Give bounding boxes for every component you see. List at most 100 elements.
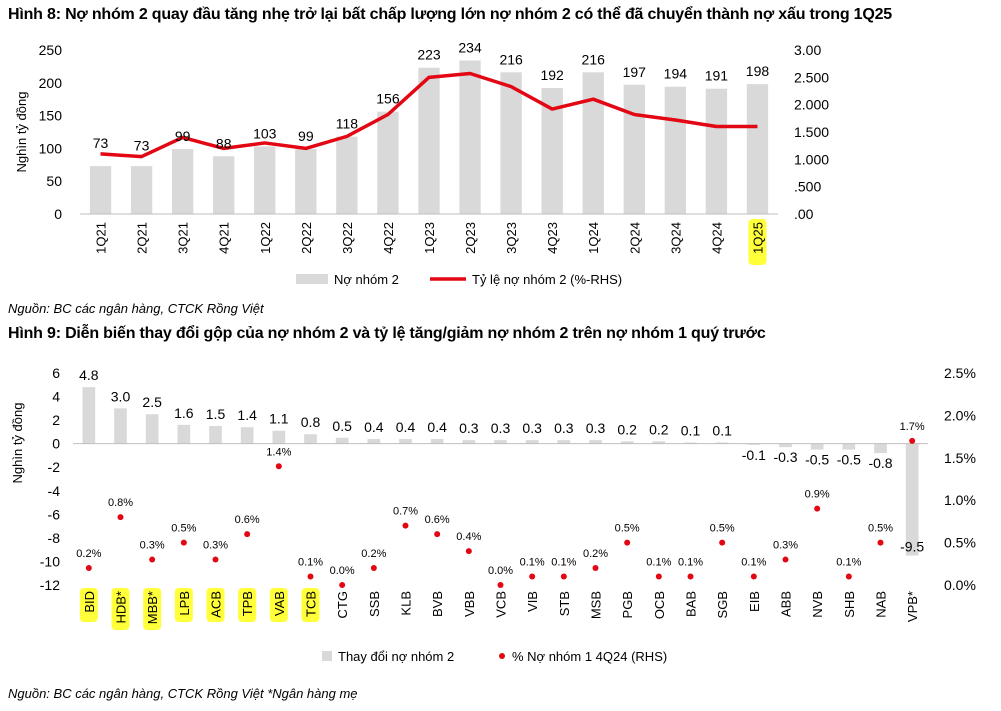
- fig9-bar-SSB: [367, 438, 381, 444]
- fig9-legend-dot-label: % Nợ nhóm 1 4Q24 (RHS): [512, 649, 667, 664]
- fig8-xtick-label: 4Q22: [381, 222, 396, 254]
- fig9-dot-label: 0.1%: [551, 557, 576, 569]
- fig9-title: Hình 9: Diễn biến thay đổi gộp của nợ nh…: [8, 325, 766, 342]
- fig8-bar-label: 118: [336, 116, 359, 132]
- fig9-bar-ABB: [779, 443, 792, 448]
- fig8-ytick-label: 50: [46, 173, 62, 189]
- fig8-ytick-label: 250: [39, 42, 63, 58]
- fig8-bar-label: 194: [664, 66, 688, 82]
- fig9-source: Nguồn: BC các ngân hàng, CTCK Rồng Việt …: [8, 686, 358, 701]
- fig9-bar-label: 0.4: [396, 419, 416, 435]
- fig9-xtick-label: MBB*: [145, 591, 160, 624]
- fig9-bar-VPB*: [905, 443, 919, 556]
- fig9-dot-HDB*: [117, 514, 124, 521]
- fig9-ytick-label: 4: [52, 389, 60, 405]
- fig9-bar-label: 0.2: [617, 421, 637, 437]
- fig9-xtick-label: CTG: [335, 591, 350, 618]
- fig9-highlight-mark: [174, 588, 193, 622]
- fig8-bar-3Q22: [336, 136, 358, 214]
- fig9-highlight-mark: [79, 588, 98, 622]
- fig9-dot-label: 0.9%: [805, 489, 830, 501]
- fig9-bar-label: 0.5: [332, 418, 352, 434]
- fig9-ytick-label: -12: [40, 577, 60, 593]
- fig8-xtick-label: 1Q21: [94, 222, 109, 254]
- fig9-dot-label: 0.3%: [203, 540, 228, 552]
- fig8-y2tick-label: 3.00: [794, 42, 821, 58]
- fig8-ytick-label: 0: [54, 206, 62, 222]
- fig9-legend-dot-swatch: [499, 653, 505, 659]
- fig8-bar-label: 103: [253, 125, 277, 141]
- fig8-bar-label: 216: [582, 51, 606, 67]
- fig8-source: Nguồn: BC các ngân hàng, CTCK Rồng Việt: [8, 301, 264, 316]
- fig8-y2tick-label: .500: [794, 179, 821, 195]
- fig9-xtick-label: ACB: [209, 591, 224, 618]
- fig9-bar-VCB: [494, 440, 507, 444]
- fig8-xtick-label: 1Q23: [422, 222, 437, 254]
- fig9-bar-label: 4.8: [79, 367, 99, 383]
- fig9-bar-ACB: [209, 426, 222, 444]
- fig9-xtick-label: PGB: [620, 591, 635, 618]
- fig9-dot-ABB: [782, 556, 789, 563]
- fig8-ytick-label: 200: [39, 75, 63, 91]
- fig9-bar-label: -0.8: [868, 455, 892, 471]
- fig9-ytick-label: -2: [48, 459, 61, 475]
- fig9-bar-HDB*: [114, 408, 127, 444]
- fig9-dot-label: 0.6%: [425, 514, 450, 526]
- fig9-ytick-label: 0: [52, 436, 60, 452]
- fig9-dot-label: 0.1%: [520, 557, 545, 569]
- fig9-xtick-label: HDB*: [114, 591, 129, 624]
- fig9-bar-label: 0.8: [301, 414, 321, 430]
- fig8-ytick-label: 150: [39, 108, 63, 124]
- fig9-bar-label: -0.3: [773, 449, 797, 465]
- fig9-dot-ACB: [212, 556, 219, 563]
- fig8-bar-3Q24: [664, 86, 687, 214]
- fig8-chart: Nghìn tỷ đồng 0 50 100 150 200 250 .00 .500 1.000…: [14, 39, 829, 287]
- fig9-dot-LPB: [180, 539, 187, 546]
- fig9-bar-label: 1.1: [269, 411, 289, 427]
- fig9-dot-label: 0.4%: [456, 531, 481, 543]
- fig9-dot-label: 0.8%: [108, 497, 133, 509]
- fig8-bar-label: 192: [540, 67, 564, 83]
- fig8-highlight-mark: [748, 219, 767, 265]
- fig8-bar-2Q23: [459, 60, 481, 214]
- fig8-xtick-label: 3Q23: [504, 222, 519, 254]
- fig9-xtick-label: BVB: [430, 591, 445, 617]
- fig9-dot-label: 0.0%: [488, 565, 513, 577]
- fig8-bar-1Q24: [582, 72, 604, 214]
- fig8-y2tick-label: 2.000: [794, 97, 829, 113]
- fig9-dot-label: 1.4%: [266, 446, 291, 458]
- fig9-bar-MBB*: [145, 414, 159, 444]
- fig8-bar-4Q23: [541, 88, 563, 214]
- fig8-bar-label: 223: [417, 47, 441, 63]
- fig9-dot-VBB: [465, 548, 472, 555]
- fig9-xtick-label: VCB: [494, 591, 509, 618]
- fig9-bar-label: 1.4: [237, 407, 257, 423]
- fig9-dot-PGB: [624, 539, 631, 546]
- fig9-dot-label: 0.5%: [868, 523, 893, 535]
- fig8-legend-line-label: Tỷ lệ nợ nhóm 2 (%-RHS): [472, 272, 622, 287]
- fig8-bar-label: 73: [134, 138, 150, 154]
- fig9-bar-VIB: [525, 440, 539, 444]
- fig8-bar-1Q21: [89, 166, 112, 214]
- fig8-y2tick-label: .00: [794, 206, 814, 222]
- fig9-bar-MSB: [589, 440, 602, 444]
- fig9-bar-label: 0.1: [681, 422, 701, 438]
- fig9-bar-label: 0.2: [649, 421, 669, 437]
- fig9-y2tick-label: 2.0%: [944, 407, 976, 423]
- fig9-dot-NVB: [814, 505, 821, 512]
- fig9-bar-label: 0.4: [427, 419, 447, 435]
- fig8-xtick-label: 4Q23: [545, 222, 560, 254]
- fig9-dot-STB: [560, 573, 567, 580]
- fig8-xtick-label: 1Q24: [586, 222, 601, 254]
- fig9-bar-label: -0.1: [742, 447, 766, 463]
- fig9-bar-label: -9.5: [900, 539, 924, 555]
- fig9-xtick-label: MSB: [589, 591, 604, 619]
- fig8-bar-label: 197: [623, 64, 647, 80]
- fig9-ytick-label: 6: [52, 365, 60, 381]
- fig9-xtick-label: KLB: [399, 591, 414, 616]
- fig9-xtick-label: OCB: [652, 591, 667, 619]
- fig8-bar-label: 156: [376, 91, 400, 107]
- fig9-bar-BID: [82, 387, 96, 444]
- fig9-y2tick-label: 1.0%: [944, 492, 976, 508]
- fig9-dot-SHB: [845, 573, 852, 580]
